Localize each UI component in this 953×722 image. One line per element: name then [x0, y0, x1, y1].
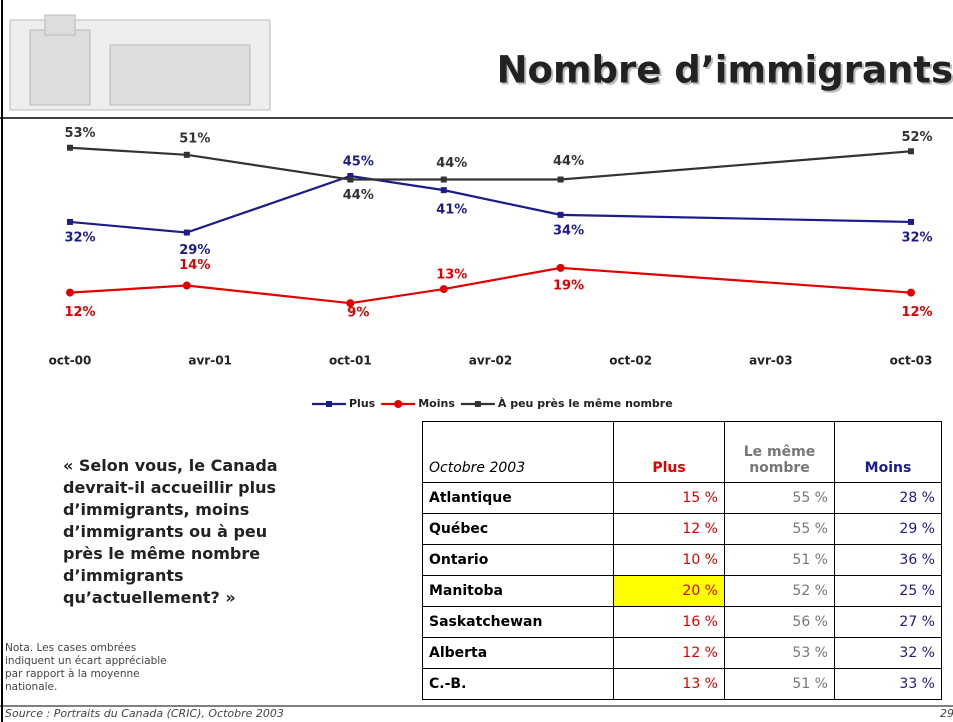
value-cell: 36 % [835, 545, 942, 576]
region-cell: Saskatchewan [423, 607, 614, 638]
series-line [70, 176, 911, 233]
series-line [70, 148, 911, 180]
region-cell: Manitoba [423, 576, 614, 607]
legend-marker [475, 401, 481, 407]
source: Source : Portraits du Canada (CRIC), Oct… [5, 707, 284, 720]
region-cell: Québec [423, 514, 614, 545]
marker [67, 219, 73, 225]
marker [557, 264, 565, 272]
data-label: 52% [901, 130, 932, 145]
data-label: 45% [343, 155, 374, 170]
marker [440, 285, 448, 293]
value-cell: 12 % [614, 514, 725, 545]
question: « Selon vous, le Canada devrait-il accue… [63, 455, 308, 609]
value-cell: 32 % [835, 638, 942, 669]
page-number: 29 [940, 707, 953, 720]
data-label: 12% [901, 305, 932, 320]
data-label: 53% [64, 126, 95, 141]
legend-marker [394, 400, 402, 408]
value-cell: 53 % [725, 638, 835, 669]
legend-marker [326, 401, 332, 407]
data-label: 41% [436, 203, 467, 218]
data-label: 9% [347, 306, 369, 321]
marker [441, 187, 447, 193]
marker [558, 177, 564, 183]
value-cell: 16 % [614, 607, 725, 638]
marker [441, 177, 447, 183]
x-tick-label: avr-01 [188, 354, 232, 368]
marker [67, 145, 73, 151]
data-label: 34% [553, 223, 584, 238]
x-tick-label: oct-02 [609, 354, 652, 368]
value-cell: 27 % [835, 607, 942, 638]
marker [183, 282, 191, 290]
marker [907, 289, 915, 297]
value-cell: 51 % [725, 669, 835, 700]
region-cell: Atlantique [423, 483, 614, 514]
data-label: 32% [64, 230, 95, 245]
slide: Nombre d’immigrants Nombre d’immigrants … [0, 0, 953, 722]
legend-label: À peu près le même nombre [498, 397, 673, 410]
header-image [10, 15, 270, 110]
data-label: 14% [179, 258, 210, 273]
data-label: 51% [179, 131, 210, 146]
table-row: C.-B.13 %51 %33 % [423, 669, 942, 700]
data-label: 32% [901, 230, 932, 245]
value-cell: 12 % [614, 638, 725, 669]
x-tick-label: avr-03 [749, 354, 793, 368]
value-cell: 56 % [725, 607, 835, 638]
data-label: 44% [436, 156, 467, 171]
value-cell: 13 % [614, 669, 725, 700]
x-tick-label: oct-01 [329, 354, 372, 368]
header-cell: Le même nombre [725, 422, 835, 483]
value-cell: 33 % [835, 669, 942, 700]
value-cell: 10 % [614, 545, 725, 576]
header-cell: Plus [614, 422, 725, 483]
value-cell: 52 % [725, 576, 835, 607]
title: Nombre d’immigrants [497, 49, 953, 92]
marker [184, 230, 190, 236]
marker [347, 177, 353, 183]
value-cell: 28 % [835, 483, 942, 514]
data-label: 29% [179, 243, 210, 258]
legend-label: Plus [349, 397, 376, 410]
value-cell: 20 % [614, 576, 725, 607]
x-tick-label: oct-00 [49, 354, 92, 368]
data-label: 13% [436, 268, 467, 283]
header-cell: Moins [835, 422, 942, 483]
header-cell: Octobre 2003 [423, 422, 614, 483]
note: Nota. Les cases ombrées indiquent un éca… [5, 642, 183, 694]
region-cell: Ontario [423, 545, 614, 576]
region-cell: C.-B. [423, 669, 614, 700]
marker [558, 212, 564, 218]
x-tick-label: avr-02 [469, 354, 513, 368]
value-cell: 25 % [835, 576, 942, 607]
value-cell: 15 % [614, 483, 725, 514]
marker [908, 219, 914, 225]
data-label: 44% [343, 188, 374, 203]
x-tick-label: oct-03 [890, 354, 933, 368]
value-cell: 51 % [725, 545, 835, 576]
series-line [70, 268, 911, 303]
marker [184, 152, 190, 158]
marker [66, 289, 74, 297]
data-label: 19% [553, 278, 584, 293]
data-label: 12% [64, 305, 95, 320]
value-cell: 55 % [725, 514, 835, 545]
region-cell: Alberta [423, 638, 614, 669]
legend-label: Moins [418, 397, 455, 410]
value-cell: 55 % [725, 483, 835, 514]
data-label: 44% [553, 154, 584, 169]
value-cell: 29 % [835, 514, 942, 545]
marker [908, 148, 914, 154]
